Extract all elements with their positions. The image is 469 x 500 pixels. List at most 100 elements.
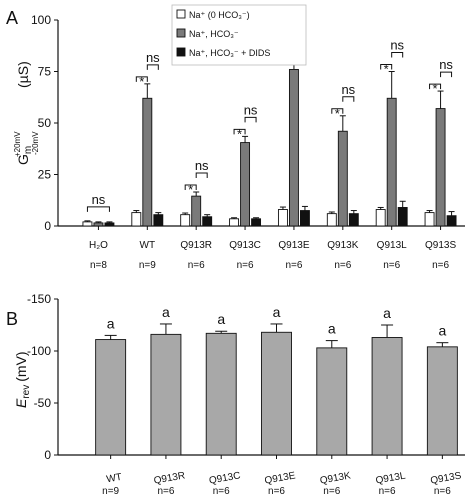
- panel-a-star-bracket: [233, 128, 246, 135]
- panel-b-ylabel: Erev (mV): [13, 351, 32, 408]
- panel-a-xtick-label: Q913R: [180, 240, 212, 251]
- panel-a-star-bracket: [429, 83, 442, 90]
- panel-b-bar-letter: a: [273, 304, 281, 320]
- panel-a-ytick-label: 0: [44, 219, 51, 233]
- panel-a-bar: [131, 212, 142, 227]
- panel-a-star-bracket: [184, 184, 197, 191]
- panel-a-ylabel-sup-bottom: -20mV: [31, 131, 40, 155]
- panel-b-ytick-label: 0: [44, 448, 51, 462]
- panel-a-bar: [348, 213, 359, 227]
- panel-a-star-label: *: [139, 74, 144, 89]
- panel-b-bar: [95, 339, 127, 456]
- panel-a-n-label: n=6: [188, 260, 205, 271]
- panel-a-legend: Na⁺ (0 HCO₃⁻) Na⁺, HCO₃⁻ Na⁺, HCO₃⁻ + DIDS: [171, 4, 307, 66]
- panel-a-bar: [180, 214, 191, 227]
- panel-a-bar: [142, 97, 153, 227]
- panel-a-ns-label: ns: [244, 102, 258, 117]
- panel-a-bar: [202, 216, 213, 227]
- panel-a-xtick-label: Q913K: [327, 240, 358, 251]
- panel-a-bar: [229, 218, 240, 227]
- panel-a-xtick-label: Q913L: [377, 240, 407, 251]
- panel-a-bar: [240, 142, 251, 227]
- panel-a-xtick-label: Q913S: [425, 240, 456, 251]
- panel-b-bar-letter: a: [107, 315, 115, 331]
- panel-a-ytick-label: 75: [38, 65, 52, 79]
- panel-a-ns-bracket: [195, 172, 208, 179]
- panel-a-ytick-label: 100: [31, 13, 51, 27]
- panel-a-xtick-label: WT: [140, 240, 156, 251]
- panel-b-n-label: n=6: [379, 486, 396, 497]
- panel-a-ns-label: ns: [195, 158, 209, 173]
- panel-a-star-label: *: [384, 62, 389, 77]
- panel-a-bar: [82, 221, 93, 227]
- panel-a-ns-label: ns: [92, 192, 106, 207]
- panel-a-ns-label: ns: [439, 57, 453, 72]
- panel-a-ylabel-sub: m: [23, 146, 34, 154]
- panel-a-n-label: n=6: [432, 260, 449, 271]
- panel-a-star-bracket: [380, 64, 393, 70]
- panel-b-bar: [316, 347, 348, 456]
- panel-b-xtick-label: Q913K: [319, 470, 352, 486]
- panel-a-ns-label: ns: [341, 82, 355, 97]
- panel-b-ylabel-main: E: [13, 398, 29, 408]
- panel-b-xtick-label: Q913C: [208, 470, 241, 486]
- panel-b-bar: [371, 337, 403, 456]
- panel-label-b: B: [6, 309, 18, 329]
- panel-a-legend-swatch: [176, 9, 186, 19]
- panel-a-legend-swatch: [176, 47, 186, 57]
- panel-a-bar: [288, 68, 299, 227]
- panel-a-bar: [326, 213, 337, 227]
- panel-a-legend-swatch: [176, 28, 186, 38]
- panel-b-bar-letter: a: [328, 321, 336, 337]
- panel-b-ytick-label: -50: [34, 396, 52, 410]
- panel-b-ytick-label: -150: [27, 292, 51, 306]
- panel-a-ylabel-unit: (µS): [15, 61, 31, 88]
- panel-b-xtick-label: Q913E: [264, 470, 297, 486]
- panel-label-a: A: [6, 8, 18, 28]
- panel-a-xtick-label: H₂O: [89, 240, 108, 251]
- panel-a-ylabel-main: G: [15, 154, 31, 165]
- panel-a-n-label: n=9: [139, 260, 156, 271]
- panel-a-bar: [375, 209, 386, 227]
- panel-a-bars: [82, 35, 457, 227]
- panel-b-chart: Erev(mV) 0-50-100-150WTn=9Q913Rn=6Q913Cn…: [13, 292, 465, 497]
- panel-a-ns-bracket: [244, 116, 257, 123]
- panel-a-star-label: *: [433, 81, 438, 96]
- panel-a-bar: [299, 210, 310, 227]
- panel-a-ytick-label: 50: [38, 116, 52, 130]
- panel-b-bar-letter: a: [438, 323, 446, 339]
- panel-b-n-label: n=9: [102, 486, 119, 497]
- panel-b-ylabel-unit: (mV): [13, 351, 29, 381]
- panel-a-ylabel-sup-top: +20mV: [13, 131, 22, 157]
- panel-a-ns-bracket: [342, 96, 355, 102]
- panel-b-bar-letter: a: [217, 311, 225, 327]
- panel-b-n-label: n=6: [268, 486, 285, 497]
- panel-b-n-label: n=6: [434, 486, 451, 497]
- panel-a-legend-label: Na⁺ (0 HCO₃⁻): [189, 10, 250, 20]
- panel-a-bar: [251, 218, 262, 227]
- panel-a-n-label: n=8: [90, 260, 107, 271]
- panel-a-bar: [435, 108, 446, 227]
- panel-a-n-label: n=6: [383, 260, 400, 271]
- panel-a-star-label: *: [237, 126, 242, 141]
- panel-a-legend-label: Na⁺, HCO₃⁻: [189, 29, 239, 39]
- panel-b-xtick-label: Q913L: [375, 470, 407, 486]
- panel-a-bar: [386, 97, 397, 227]
- panel-b-bar: [150, 333, 182, 456]
- panel-a-bar: [191, 195, 202, 227]
- panel-a-star-label: *: [335, 106, 340, 121]
- panel-b-ylabel-sub: rev: [21, 385, 32, 399]
- panel-a-bar: [104, 222, 115, 227]
- panel-b-bar-letter: a: [383, 305, 391, 321]
- panel-b-bar: [261, 331, 292, 456]
- panel-a-ns-label: ns: [146, 50, 160, 65]
- panel-a-legend-label: Na⁺, HCO₃⁻ + DIDS: [189, 48, 270, 58]
- panel-b-n-label: n=6: [213, 486, 230, 497]
- panel-b-bars: a a a a a a a: [95, 304, 458, 456]
- panel-a-star-bracket: [135, 76, 148, 82]
- panel-a-star-bracket: [331, 108, 344, 114]
- panel-a-n-label: n=6: [237, 260, 254, 271]
- panel-b-bar: [205, 332, 237, 456]
- panel-b-n-label: n=6: [157, 486, 174, 497]
